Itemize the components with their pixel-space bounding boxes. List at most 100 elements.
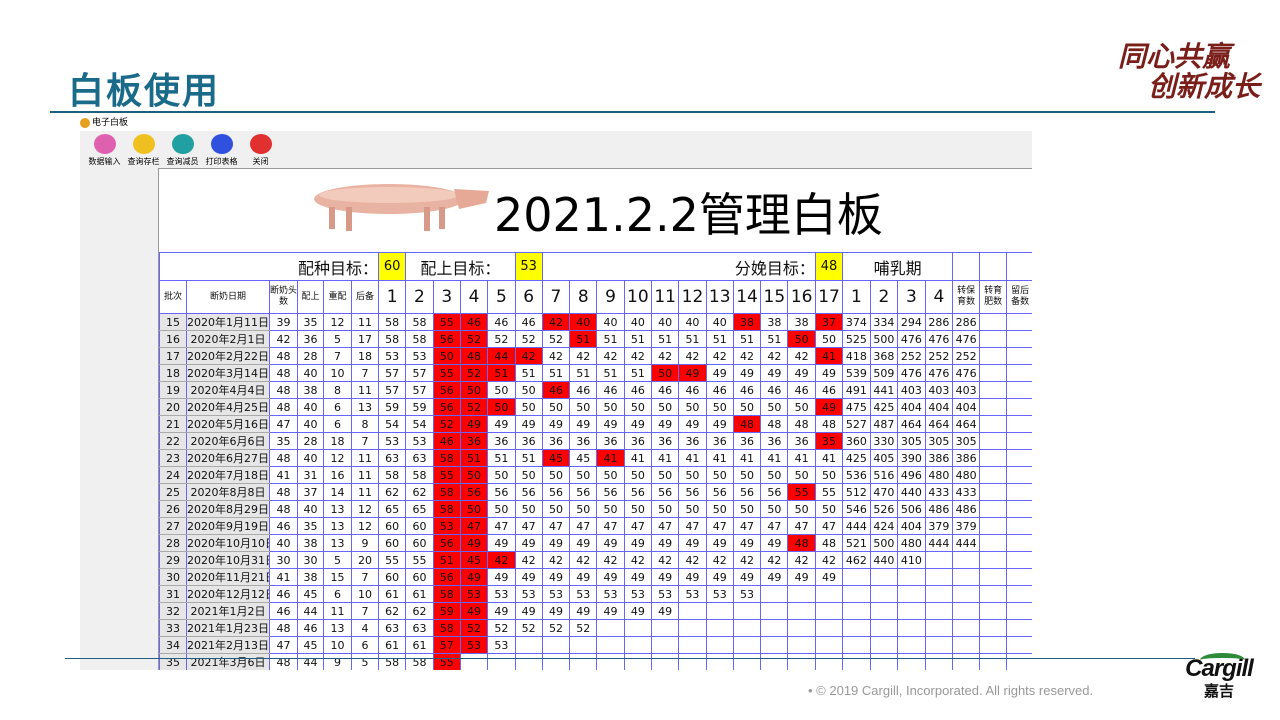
week-cell[interactable]: 63	[378, 449, 407, 467]
week-cell[interactable]: 49	[760, 568, 789, 586]
week-cell[interactable]: 41	[623, 449, 653, 467]
table-row[interactable]: 21 2020年5月16日 47 40 6 8 54 54 52 49 49 49 49 49 49 49 49…	[159, 415, 1032, 433]
bred-cell[interactable]: 40	[297, 398, 324, 416]
week-cell[interactable]: 50	[678, 398, 707, 416]
week-cell[interactable]: 36	[459, 432, 489, 450]
week-cell[interactable]	[760, 636, 789, 654]
week-cell[interactable]: 51	[596, 364, 625, 382]
week-cell[interactable]: 51	[487, 449, 516, 467]
lactation-cell[interactable]	[897, 636, 926, 654]
week-cell[interactable]: 50	[596, 500, 625, 518]
week-cell[interactable]: 42	[487, 551, 516, 569]
lactation-cell[interactable]: 546	[842, 500, 871, 518]
week-cell[interactable]: 53	[378, 432, 407, 450]
week-cell[interactable]	[787, 653, 816, 670]
rebred-cell[interactable]: 8	[323, 381, 352, 399]
transfer-finish-cell[interactable]	[979, 432, 1008, 450]
week-cell[interactable]: 58	[432, 585, 461, 603]
week-cell[interactable]: 46	[487, 313, 516, 331]
lactation-cell[interactable]: 330	[869, 432, 899, 450]
table-row[interactable]: 15 2020年1月11日 39 35 12 11 58 58 55 46 46 46 42 40 40 40…	[159, 313, 1032, 331]
week-cell[interactable]: 60	[378, 568, 407, 586]
week-cell[interactable]: 50	[487, 466, 516, 484]
week-cell[interactable]: 57	[405, 381, 434, 399]
weaned-cell[interactable]: 41	[269, 568, 298, 586]
lactation-cell[interactable]: 512	[842, 483, 871, 501]
week-cell[interactable]: 36	[705, 432, 734, 450]
table-row[interactable]: 23 2020年6月27日 48 40 12 11 63 63 58 51 51 51 45 45 41 41…	[159, 449, 1032, 467]
reserve-cell[interactable]: 20	[350, 551, 380, 569]
week-cell[interactable]: 49	[487, 602, 516, 620]
rebred-cell[interactable]: 5	[323, 551, 352, 569]
week-cell[interactable]: 49	[569, 568, 598, 586]
week-cell[interactable]	[732, 619, 762, 637]
lactation-cell[interactable]	[924, 602, 954, 620]
bred-cell[interactable]: 35	[297, 517, 324, 535]
week-cell[interactable]: 50	[459, 466, 489, 484]
transfer-nursery-cell[interactable]: 433	[952, 483, 981, 501]
table-row[interactable]: 16 2020年2月1日 42 36 5 17 58 58 56 52 52 52 52 51 51 51 51…	[159, 330, 1032, 348]
week-cell[interactable]: 49	[487, 534, 516, 552]
week-cell[interactable]: 55	[405, 551, 434, 569]
week-cell[interactable]: 42	[787, 551, 816, 569]
weaned-cell[interactable]: 47	[269, 415, 298, 433]
week-cell[interactable]: 65	[378, 500, 407, 518]
rebred-cell[interactable]: 13	[323, 517, 352, 535]
week-cell[interactable]: 42	[650, 551, 680, 569]
transfer-finish-cell[interactable]	[979, 381, 1008, 399]
keep-reserve-cell[interactable]	[1006, 500, 1032, 518]
week-cell[interactable]: 53	[514, 585, 543, 603]
bred-cell[interactable]: 46	[297, 619, 324, 637]
rebred-cell[interactable]: 13	[323, 500, 352, 518]
lactation-cell[interactable]: 539	[842, 364, 871, 382]
reserve-cell[interactable]: 7	[350, 568, 380, 586]
week-cell[interactable]: 56	[432, 381, 461, 399]
week-cell[interactable]: 41	[760, 449, 789, 467]
toolbar-button[interactable]: 打印表格	[203, 131, 240, 168]
lactation-cell[interactable]: 444	[924, 534, 954, 552]
transfer-nursery-cell[interactable]	[952, 585, 981, 603]
weaned-cell[interactable]: 41	[269, 466, 298, 484]
week-cell[interactable]: 50	[732, 500, 762, 518]
week-cell[interactable]	[678, 619, 707, 637]
week-cell[interactable]: 61	[405, 636, 434, 654]
week-cell[interactable]: 50	[760, 466, 789, 484]
week-cell[interactable]: 50	[678, 500, 707, 518]
lactation-cell[interactable]: 405	[869, 449, 899, 467]
week-cell[interactable]: 41	[650, 449, 680, 467]
reserve-cell[interactable]: 11	[350, 381, 380, 399]
week-cell[interactable]: 55	[432, 466, 461, 484]
week-cell[interactable]	[678, 602, 707, 620]
lactation-cell[interactable]: 462	[842, 551, 871, 569]
lactation-cell[interactable]: 425	[869, 398, 899, 416]
lactation-cell[interactable]: 404	[924, 398, 954, 416]
keep-reserve-cell[interactable]	[1006, 398, 1032, 416]
week-cell[interactable]: 58	[378, 653, 407, 670]
week-cell[interactable]	[650, 636, 680, 654]
rebred-cell[interactable]: 6	[323, 415, 352, 433]
week-cell[interactable]: 40	[596, 313, 625, 331]
week-cell[interactable]: 50	[650, 500, 680, 518]
conception-goal-value[interactable]: 53	[514, 252, 543, 281]
week-cell[interactable]: 42	[678, 347, 707, 365]
reserve-cell[interactable]: 6	[350, 636, 380, 654]
lactation-cell[interactable]: 516	[869, 466, 899, 484]
reserve-cell[interactable]: 18	[350, 347, 380, 365]
week-cell[interactable]: 46	[814, 381, 844, 399]
week-cell[interactable]: 59	[405, 398, 434, 416]
week-cell[interactable]	[814, 585, 844, 603]
rebred-cell[interactable]: 18	[323, 432, 352, 450]
week-cell[interactable]: 49	[678, 364, 707, 382]
week-cell[interactable]: 42	[569, 347, 598, 365]
week-cell[interactable]: 51	[623, 330, 653, 348]
lactation-cell[interactable]: 410	[897, 551, 926, 569]
week-cell[interactable]: 52	[459, 398, 489, 416]
week-cell[interactable]	[596, 619, 625, 637]
week-cell[interactable]: 53	[569, 585, 598, 603]
lactation-cell[interactable]: 525	[842, 330, 871, 348]
weaned-cell[interactable]: 42	[269, 330, 298, 348]
bred-cell[interactable]: 38	[297, 534, 324, 552]
week-cell[interactable]	[705, 636, 734, 654]
week-cell[interactable]: 50	[650, 466, 680, 484]
transfer-finish-cell[interactable]	[979, 636, 1008, 654]
